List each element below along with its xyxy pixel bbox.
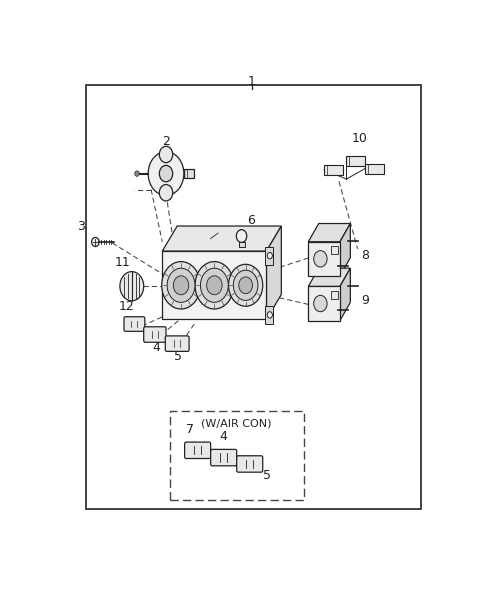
Text: 5: 5 bbox=[263, 468, 271, 481]
Circle shape bbox=[239, 277, 252, 294]
Text: 5: 5 bbox=[174, 350, 182, 363]
Text: 10: 10 bbox=[351, 132, 367, 145]
Circle shape bbox=[162, 262, 200, 309]
Circle shape bbox=[173, 276, 189, 295]
Text: 9: 9 bbox=[361, 294, 370, 307]
Circle shape bbox=[159, 165, 173, 182]
Bar bbox=[170, 411, 304, 500]
Circle shape bbox=[159, 146, 173, 163]
Polygon shape bbox=[266, 226, 281, 320]
Circle shape bbox=[92, 237, 99, 246]
Circle shape bbox=[135, 171, 139, 176]
Bar bbox=[331, 246, 337, 255]
Circle shape bbox=[120, 272, 144, 301]
Circle shape bbox=[314, 295, 327, 312]
FancyBboxPatch shape bbox=[144, 327, 166, 342]
Polygon shape bbox=[308, 224, 350, 242]
Bar bbox=[365, 163, 384, 173]
FancyBboxPatch shape bbox=[124, 317, 145, 332]
FancyBboxPatch shape bbox=[237, 456, 263, 472]
Bar bbox=[239, 242, 244, 247]
Bar bbox=[331, 291, 337, 299]
Text: (W/AIR CON): (W/AIR CON) bbox=[202, 419, 272, 429]
Bar bbox=[184, 169, 194, 178]
Bar bbox=[347, 156, 365, 166]
Text: 7: 7 bbox=[186, 423, 194, 436]
Circle shape bbox=[314, 250, 327, 267]
Bar bbox=[308, 242, 340, 276]
Text: 11: 11 bbox=[115, 256, 131, 269]
Polygon shape bbox=[308, 268, 350, 287]
Text: 2: 2 bbox=[162, 134, 170, 147]
Circle shape bbox=[207, 276, 222, 295]
Text: 3: 3 bbox=[77, 220, 85, 233]
Text: 12: 12 bbox=[119, 300, 134, 313]
Bar bbox=[264, 306, 273, 324]
Circle shape bbox=[236, 230, 247, 243]
Circle shape bbox=[195, 262, 234, 309]
FancyBboxPatch shape bbox=[165, 336, 189, 352]
Bar bbox=[264, 246, 273, 265]
Circle shape bbox=[159, 185, 173, 201]
Bar bbox=[308, 287, 340, 321]
Circle shape bbox=[267, 312, 273, 318]
Circle shape bbox=[267, 252, 273, 259]
Text: 8: 8 bbox=[361, 249, 370, 262]
Circle shape bbox=[228, 264, 263, 306]
Text: 4: 4 bbox=[152, 341, 160, 354]
Polygon shape bbox=[340, 224, 350, 276]
Polygon shape bbox=[162, 226, 281, 251]
Circle shape bbox=[233, 270, 258, 300]
FancyBboxPatch shape bbox=[185, 442, 211, 458]
Circle shape bbox=[167, 268, 195, 303]
Bar bbox=[162, 251, 266, 320]
Polygon shape bbox=[340, 268, 350, 321]
Text: 1: 1 bbox=[248, 75, 255, 88]
Circle shape bbox=[201, 268, 228, 303]
Text: 4: 4 bbox=[220, 430, 228, 443]
Circle shape bbox=[148, 152, 184, 195]
FancyBboxPatch shape bbox=[211, 449, 237, 466]
Bar bbox=[324, 165, 343, 175]
Text: 6: 6 bbox=[247, 214, 255, 227]
